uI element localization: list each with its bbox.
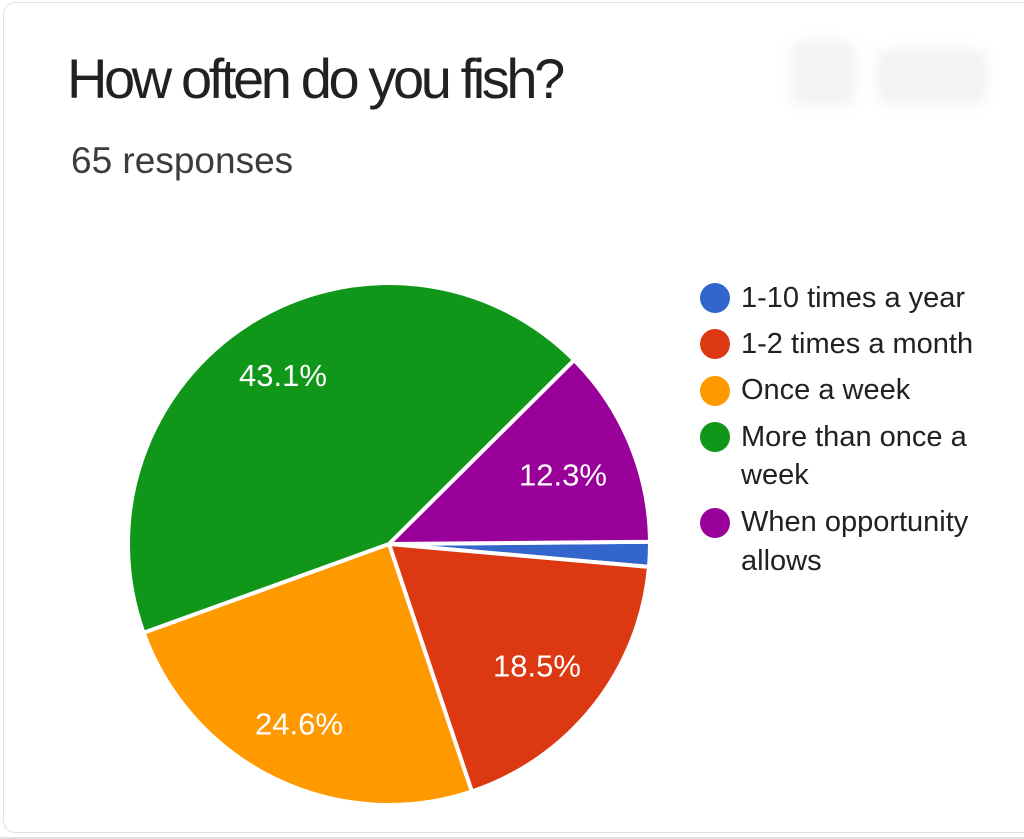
svg-text:43.1%: 43.1% xyxy=(239,358,327,393)
svg-text:12.3%: 12.3% xyxy=(519,458,607,493)
svg-text:24.6%: 24.6% xyxy=(255,707,343,742)
svg-text:18.5%: 18.5% xyxy=(493,649,581,684)
